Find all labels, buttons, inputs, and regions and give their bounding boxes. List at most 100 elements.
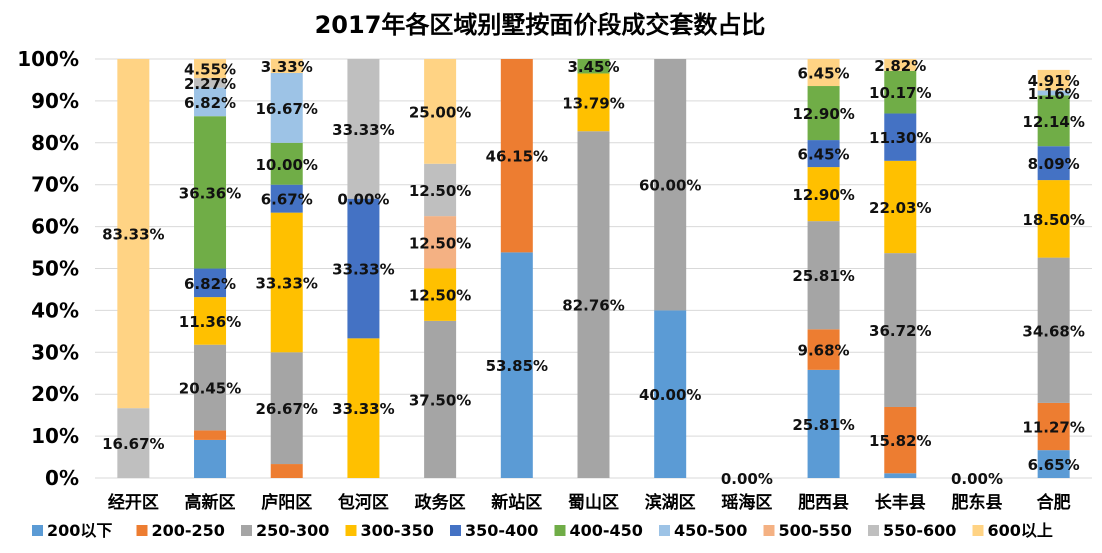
legend-swatch	[554, 525, 566, 536]
data-label: 12.50%	[409, 287, 471, 305]
bar-segment	[1037, 450, 1070, 478]
data-label: 34.68%	[1022, 322, 1084, 340]
data-label: 0.00%	[951, 470, 1003, 488]
bar-segment	[424, 320, 457, 478]
legend-swatch	[868, 525, 879, 536]
data-label: 12.90%	[792, 105, 854, 123]
x-category-label: 长丰县	[875, 492, 926, 513]
data-label: 12.14%	[1022, 113, 1084, 131]
legend-swatch	[241, 525, 252, 536]
bar-segment	[500, 252, 533, 478]
data-label: 2.82%	[874, 57, 926, 75]
x-category-label: 包河区	[338, 492, 389, 513]
data-label: 11.27%	[1022, 419, 1084, 437]
x-category-label: 政务区	[415, 492, 466, 513]
y-tick-label: 30%	[31, 340, 79, 364]
x-axis-categories: 经开区 高新区 庐阳区 包河区 政务区 新站区 蜀山区 滨湖区 瑶海区 肥西县 长丰县 肥东县 合肥	[108, 492, 1071, 513]
bar-segment	[1037, 146, 1070, 181]
legend-label: 200-250	[152, 521, 225, 540]
bar-segment	[654, 59, 687, 311]
data-label: 12.90%	[792, 186, 854, 204]
legend-label: 550-600	[883, 521, 956, 540]
bar-segment	[884, 59, 917, 71]
legend-swatch	[345, 525, 357, 536]
bar-segment	[424, 163, 457, 217]
bar-segment	[884, 113, 917, 161]
data-label: 0.00%	[337, 191, 389, 209]
bar-segment	[884, 473, 917, 478]
data-label: 22.03%	[869, 199, 931, 217]
y-tick-label: 90%	[31, 89, 79, 113]
y-tick-label: 100%	[17, 47, 79, 71]
bar-segment	[194, 344, 227, 431]
x-category-label: 肥西县	[798, 493, 849, 513]
bar-segment	[194, 439, 227, 478]
bar-segment	[270, 352, 303, 465]
legend: 200以下 200-250 250-300 300-350 350-400 400-450…	[32, 521, 1053, 540]
bar-segment	[347, 198, 380, 339]
bar-segment	[577, 59, 610, 74]
bar-segment	[1037, 257, 1070, 403]
bar-segment	[884, 160, 917, 254]
legend-label: 200以下	[47, 521, 112, 540]
data-label: 36.36%	[179, 184, 241, 202]
data-label: 6.65%	[1028, 456, 1080, 474]
bar-segment	[884, 406, 917, 474]
bar-segment	[424, 59, 457, 164]
data-label: 25.81%	[792, 267, 854, 285]
y-tick-label: 0%	[45, 466, 79, 490]
data-label: 6.82%	[184, 275, 236, 293]
bar-segment	[1037, 95, 1070, 147]
bar-segment	[1037, 402, 1070, 451]
data-label: 15.82%	[869, 432, 931, 450]
x-category-label: 蜀山区	[568, 493, 619, 513]
bar-segment	[807, 140, 840, 168]
data-label: 33.33%	[332, 261, 394, 279]
data-label: 6.45%	[798, 65, 850, 83]
data-label: 9.68%	[798, 342, 850, 360]
x-category-label: 滨湖区	[645, 492, 696, 513]
data-label: 8.09%	[1028, 155, 1080, 173]
data-label: 13.79%	[562, 94, 624, 112]
chart-title: 2017年各区域别墅按面价段成交套数占比	[315, 11, 766, 39]
data-label: 10.17%	[869, 84, 931, 102]
data-label: 4.55%	[184, 61, 236, 79]
y-tick-label: 70%	[31, 173, 79, 197]
bar-segment	[807, 167, 840, 222]
legend-swatch	[972, 525, 984, 536]
bar-segment	[500, 59, 533, 253]
bar-segment	[270, 142, 303, 185]
data-label: 6.67%	[261, 191, 313, 209]
y-tick-label: 50%	[31, 257, 79, 281]
bar-segment	[194, 268, 227, 298]
data-label: 6.45%	[798, 146, 850, 164]
data-label: 2.27%	[184, 75, 236, 93]
data-label: 11.36%	[179, 313, 241, 331]
x-category-label: 合肥	[1037, 492, 1071, 513]
bar-segment	[194, 59, 227, 79]
y-tick-label: 40%	[31, 298, 79, 322]
data-label: 26.67%	[255, 400, 317, 418]
data-label: 20.45%	[179, 380, 241, 398]
legend-swatch	[450, 525, 461, 536]
legend-swatch	[32, 525, 43, 536]
y-tick-label: 10%	[31, 424, 79, 448]
data-label: 1.16%	[1028, 85, 1080, 103]
bar-segment	[347, 59, 380, 199]
legend-label: 400-450	[570, 521, 643, 540]
data-label: 53.85%	[486, 357, 548, 375]
bar-segment	[424, 216, 457, 269]
legend-swatch	[136, 525, 148, 536]
x-category-label: 肥东县	[951, 492, 1002, 513]
data-label: 36.72%	[869, 322, 931, 340]
bar-segment	[194, 430, 227, 440]
data-label: 25.81%	[792, 416, 854, 434]
bar-segment	[270, 212, 303, 353]
legend-label: 450-500	[674, 521, 747, 540]
y-tick-label: 60%	[31, 215, 79, 239]
data-label: 18.50%	[1022, 211, 1084, 229]
legend-swatch	[763, 525, 775, 536]
legend-label: 250-300	[256, 521, 329, 540]
bar-segment	[1037, 90, 1070, 96]
bar-segment	[807, 221, 840, 330]
